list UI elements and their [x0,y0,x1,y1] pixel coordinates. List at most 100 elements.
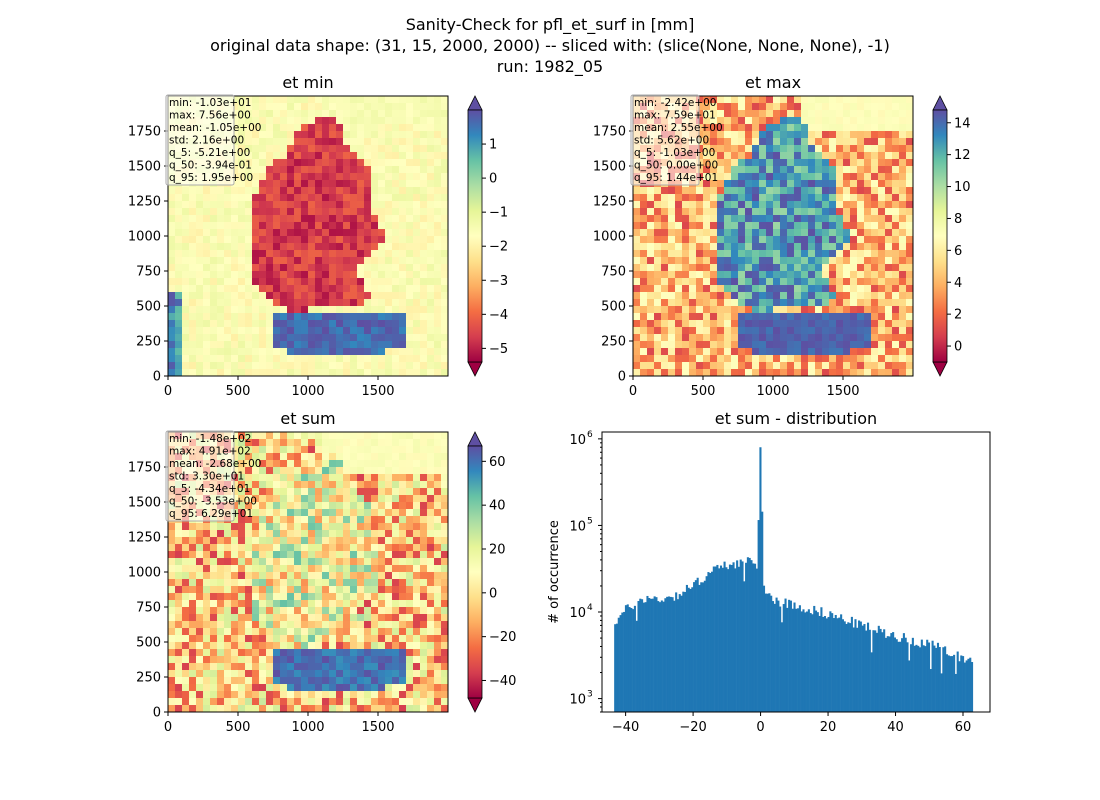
heatmap-cell [238,138,246,146]
heatmap-cell [434,257,442,265]
stats-line: q_50: 0.00e+00 [634,160,718,172]
heatmap-cell [238,460,246,468]
heatmap-cell [794,110,802,118]
heatmap-cell [280,159,288,167]
heatmap-cell [231,278,239,286]
heatmap-cell [633,341,641,349]
heatmap-cell [364,628,372,636]
heatmap-cell [871,145,879,153]
heatmap-cell [280,656,288,664]
heatmap-cell [647,278,655,286]
heatmap-cell [864,257,872,265]
heatmap-cell [864,243,872,251]
heatmap-cell [752,320,760,328]
heatmap-cell [843,103,851,111]
heatmap-cell [633,313,641,321]
heatmap-cell [689,264,697,272]
heatmap-cell [752,110,760,118]
heatmap-cell [336,481,344,489]
heatmap-cell [287,558,295,566]
heatmap-cell [378,649,386,657]
heatmap-cell [203,208,211,216]
heatmap-cell [182,677,190,685]
heatmap-cell [801,334,809,342]
heatmap-cell [633,215,641,223]
heatmap-cell [822,117,830,125]
heatmap-cell [850,229,858,237]
heatmap-cell [801,229,809,237]
y-tick-label: 1250 [128,195,161,210]
heatmap-cell [647,320,655,328]
heatmap-cell [640,236,648,244]
heatmap-cell [231,306,239,314]
heatmap-cell [231,509,239,517]
heatmap-cell [427,138,435,146]
heatmap-cell [441,243,448,251]
heatmap-cell [647,362,655,370]
heatmap-cell [399,243,407,251]
heatmap-cell [231,362,239,370]
heatmap-cell [434,551,442,559]
heatmap-cell [343,138,351,146]
heatmap-cell [710,250,718,258]
heatmap-cell [906,306,913,314]
heatmap-cell [441,320,448,328]
heatmap-cell [420,635,428,643]
heatmap-cell [343,677,351,685]
heatmap-cell [378,488,386,496]
heatmap-cell [273,355,281,363]
heatmap-cell [794,299,802,307]
heatmap-cell [196,222,204,230]
heatmap-cell [738,250,746,258]
heatmap-cell [413,586,421,594]
heatmap-cell [731,208,739,216]
heatmap-cell [259,348,267,356]
heatmap-cell [252,236,260,244]
heatmap-cell [273,530,281,538]
heatmap-cell [420,362,428,370]
heatmap-cell [385,243,393,251]
heatmap-cell [647,285,655,293]
heatmap-cell [759,362,767,370]
heatmap-cell [787,348,795,356]
heatmap-cell [336,313,344,321]
heatmap-cell [427,124,435,132]
heatmap-cell [724,271,732,279]
heatmap-cell [196,250,204,258]
heatmap-cell [885,96,893,104]
heatmap-cell [689,292,697,300]
heatmap-cell [441,684,448,692]
heatmap-cell [364,516,372,524]
heatmap-cell [343,299,351,307]
heatmap-cell [343,236,351,244]
heatmap-cell [371,495,379,503]
heatmap-cell [287,579,295,587]
heatmap-cell [794,362,802,370]
heatmap-cell [906,215,913,223]
heatmap-cell [885,229,893,237]
heatmap-cell [815,194,823,202]
heatmap-cell [350,558,358,566]
heatmap-cell [780,187,788,195]
heatmap-cell [787,250,795,258]
heatmap-cell [371,355,379,363]
heatmap-cell [294,180,302,188]
heatmap-cell [413,495,421,503]
heatmap-cell [245,236,253,244]
heatmap-cell [357,607,365,615]
heatmap-cell [196,530,204,538]
heatmap-cell [266,600,274,608]
heatmap-cell [843,313,851,321]
heatmap-cell [703,285,711,293]
heatmap-cell [724,369,732,376]
heatmap-cell [399,187,407,195]
heatmap-cell [385,579,393,587]
heatmap-cell [703,369,711,376]
heatmap-cell [371,649,379,657]
heatmap-cell [322,691,330,699]
heatmap-cell [301,257,309,265]
heatmap-cell [759,250,767,258]
heatmap-cell [252,96,260,104]
heatmap-cell [399,698,407,706]
heatmap-cell [850,341,858,349]
